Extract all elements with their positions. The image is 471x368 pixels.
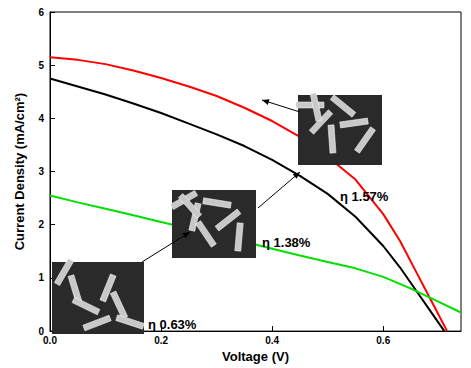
svg-text:Voltage (V): Voltage (V): [222, 349, 289, 364]
svg-text:5: 5: [38, 60, 44, 71]
svg-text:0.2: 0.2: [154, 335, 168, 346]
svg-text:η 0.63%: η 0.63%: [148, 317, 197, 332]
svg-text:2: 2: [38, 219, 44, 230]
svg-text:0.0: 0.0: [43, 335, 57, 346]
svg-text:η 1.57%: η 1.57%: [340, 189, 389, 204]
svg-text:0.4: 0.4: [265, 335, 279, 346]
svg-text:3: 3: [38, 166, 44, 177]
svg-text:0.6: 0.6: [376, 335, 390, 346]
svg-text:Current Density (mA/cm²): Current Density (mA/cm²): [12, 93, 27, 250]
svg-text:1: 1: [38, 272, 44, 283]
svg-text:4: 4: [38, 113, 44, 124]
svg-text:6: 6: [38, 7, 44, 18]
svg-text:η 1.38%: η 1.38%: [262, 235, 311, 250]
svg-text:0: 0: [38, 325, 44, 337]
